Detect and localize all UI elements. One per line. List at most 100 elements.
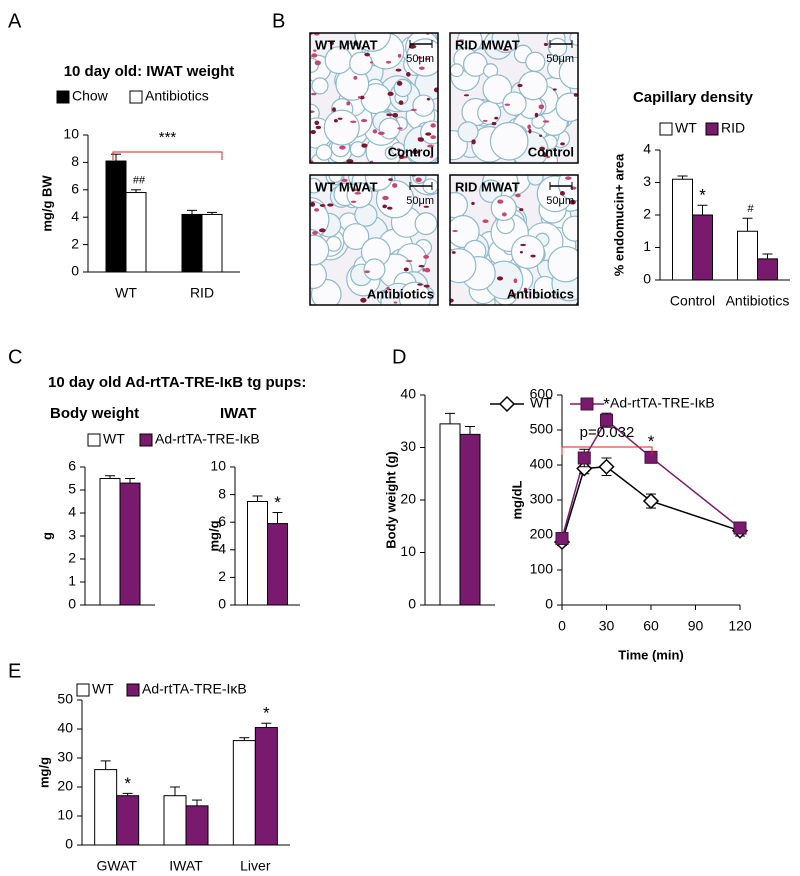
capillary — [463, 94, 469, 97]
y-axis-label: mg/g — [36, 757, 51, 788]
bar — [201, 213, 223, 273]
micrograph: WT MWAT 50μm Control — [309, 32, 439, 164]
bar — [116, 795, 140, 846]
x-tick-label: GWAT — [96, 858, 137, 874]
adipocyte — [555, 92, 578, 122]
y-tick-label: 10 — [400, 543, 416, 559]
capillary — [519, 208, 524, 212]
capillary — [360, 297, 367, 303]
capillary — [560, 142, 565, 146]
capillary — [311, 92, 317, 96]
chart: 10 day old: IWAT weight mg/g BW 0 2 4 6 8 10 Cho… — [39, 63, 240, 301]
capillary — [527, 124, 531, 130]
capillary — [310, 110, 315, 113]
y-tick-label: 0 — [65, 836, 73, 852]
scale-label: 50μm — [406, 53, 434, 65]
capillary — [510, 292, 517, 298]
capillary — [398, 100, 404, 105]
capillary — [354, 191, 361, 195]
y-tick-label: 8 — [218, 485, 226, 501]
chart: Body weight g 0 1 2 3 4 5 6 WT Ad-rtTA-TRE-IκB — [39, 405, 259, 612]
y-tick-label: 5 — [68, 481, 76, 497]
y-tick-label: 0 — [218, 596, 226, 612]
significance-label: ## — [133, 175, 146, 187]
capillary — [364, 52, 370, 57]
capillary — [429, 156, 434, 159]
capillary — [341, 178, 348, 183]
capillary — [565, 176, 572, 180]
capillary — [452, 229, 458, 232]
y-tick-label: 20 — [57, 778, 73, 794]
adipocyte — [342, 223, 370, 250]
capillary — [361, 118, 368, 123]
adipocyte — [479, 179, 503, 203]
y-tick-label: 0 — [643, 271, 651, 287]
y-axis-label: mg/g — [206, 520, 221, 551]
capillary — [346, 101, 351, 106]
capillary — [430, 123, 436, 128]
adipocyte — [527, 175, 544, 186]
legend-swatch — [76, 683, 90, 697]
bar — [125, 192, 147, 273]
capillary — [542, 120, 550, 123]
capillary — [350, 200, 357, 203]
capillary — [364, 270, 370, 274]
chart-title: IWAT — [220, 405, 256, 422]
capillary — [570, 186, 577, 190]
x-tick-label: 30 — [599, 618, 615, 634]
panel-letter: B — [272, 10, 285, 32]
significance-label: * — [274, 493, 281, 512]
micrograph-label: WT MWAT — [315, 179, 378, 194]
bar — [737, 230, 758, 281]
capillary — [386, 113, 393, 117]
legend-label: WT — [530, 395, 552, 411]
panel-letter: A — [8, 10, 22, 32]
capillary — [311, 53, 318, 58]
y-tick-label: 2 — [71, 235, 79, 251]
y-tick-label: 6 — [71, 181, 79, 197]
tissue — [450, 175, 578, 305]
legend-swatch — [139, 433, 153, 447]
chart-title: Capillary density — [633, 89, 754, 106]
y-tick-label: 2 — [68, 550, 76, 566]
capillary — [504, 103, 511, 106]
capillary — [410, 108, 417, 112]
adipocyte — [315, 144, 333, 161]
legend-label: WT — [92, 681, 114, 697]
tissue — [310, 175, 438, 305]
adipocyte — [375, 179, 415, 219]
adipocyte — [310, 177, 322, 194]
adipocyte — [490, 194, 517, 222]
capillary — [418, 265, 425, 268]
significance-bracket — [112, 151, 223, 160]
y-tick-label: 1 — [643, 238, 651, 254]
bar — [232, 740, 256, 846]
capillary — [392, 112, 399, 118]
adipocyte — [510, 235, 545, 269]
capillary — [357, 96, 362, 99]
x-tick-label: RID — [190, 285, 214, 301]
legend-swatch — [659, 122, 673, 136]
capillary — [327, 203, 334, 207]
bar — [459, 433, 481, 606]
capillary — [386, 286, 390, 291]
capillary — [387, 206, 393, 210]
capillary — [329, 41, 334, 46]
capillary — [415, 177, 422, 183]
capillary — [417, 283, 423, 286]
significance-label: * — [124, 774, 131, 793]
chart: IWAT mg/g 0 2 4 6 8 10 * — [206, 405, 300, 612]
chart: Capillary density % endomucin+ area 0 1 2 3 4 W… — [611, 89, 790, 309]
bar — [163, 795, 187, 846]
marker — [577, 451, 591, 465]
y-tick-label: 40 — [57, 720, 73, 736]
x-tick-label: Liver — [240, 858, 271, 874]
capillary — [412, 149, 419, 155]
chart-title: 10 day old: IWAT weight — [64, 63, 235, 80]
adipocyte — [364, 175, 393, 191]
adipocyte — [378, 117, 401, 140]
capillary — [353, 75, 358, 80]
y-tick-label: 40 — [400, 386, 416, 402]
marker — [642, 492, 660, 510]
